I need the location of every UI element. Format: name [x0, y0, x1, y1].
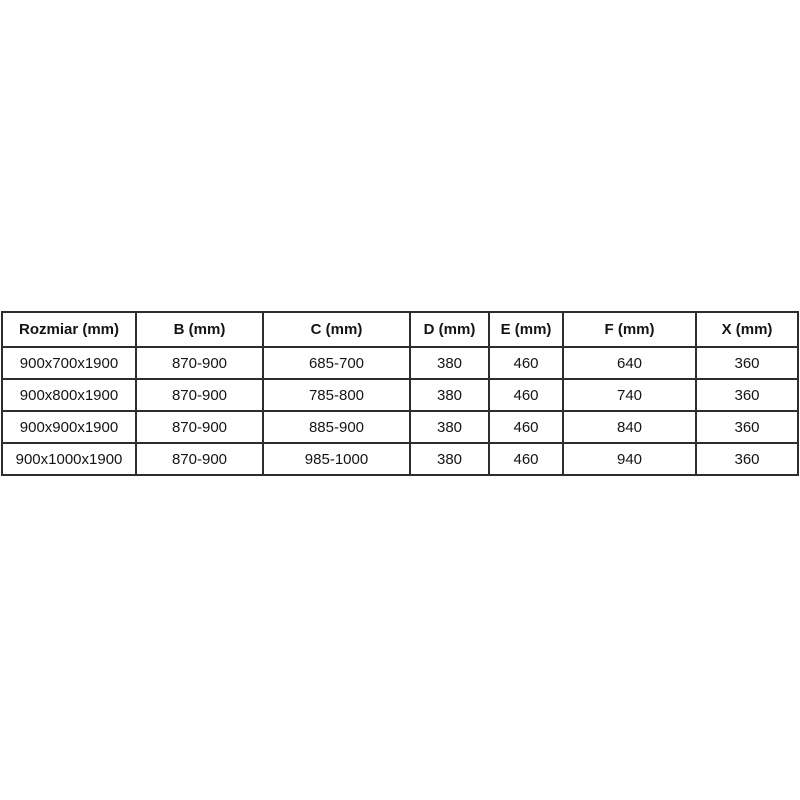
table-cell: 900x900x1900 — [1, 410, 137, 444]
table-cell: 460 — [488, 378, 564, 412]
table-cell: 900x700x1900 — [1, 346, 137, 380]
table-row: 900x800x1900 870-900 785-800 380 460 740… — [1, 378, 799, 412]
table-cell: 885-900 — [262, 410, 411, 444]
table-cell: 380 — [409, 378, 490, 412]
table-cell: 840 — [562, 410, 697, 444]
table-row: 900x700x1900 870-900 685-700 380 460 640… — [1, 346, 799, 380]
column-header-x: X (mm) — [695, 311, 799, 348]
table-cell: 985-1000 — [262, 442, 411, 476]
table-cell: 870-900 — [135, 346, 264, 380]
header-row: Rozmiar (mm) B (mm) C (mm) D (mm) E (mm)… — [1, 311, 799, 348]
table-cell: 785-800 — [262, 378, 411, 412]
table-cell: 360 — [695, 378, 799, 412]
table-cell: 380 — [409, 346, 490, 380]
column-header-c: C (mm) — [262, 311, 411, 348]
column-header-f: F (mm) — [562, 311, 697, 348]
table-cell: 380 — [409, 410, 490, 444]
table-cell: 460 — [488, 442, 564, 476]
table-cell: 380 — [409, 442, 490, 476]
column-header-d: D (mm) — [409, 311, 490, 348]
table-cell: 940 — [562, 442, 697, 476]
table-cell: 870-900 — [135, 410, 264, 444]
table-cell: 640 — [562, 346, 697, 380]
table-cell: 360 — [695, 442, 799, 476]
table-cell: 900x800x1900 — [1, 378, 137, 412]
table-row: 900x1000x1900 870-900 985-1000 380 460 9… — [1, 442, 799, 476]
table-cell: 870-900 — [135, 378, 264, 412]
dimensions-table: Rozmiar (mm) B (mm) C (mm) D (mm) E (mm)… — [1, 311, 799, 476]
table-cell: 870-900 — [135, 442, 264, 476]
table-cell: 900x1000x1900 — [1, 442, 137, 476]
column-header-rozmiar: Rozmiar (mm) — [1, 311, 137, 348]
table-row: 900x900x1900 870-900 885-900 380 460 840… — [1, 410, 799, 444]
column-header-e: E (mm) — [488, 311, 564, 348]
table-cell: 360 — [695, 346, 799, 380]
column-header-b: B (mm) — [135, 311, 264, 348]
table-cell: 460 — [488, 410, 564, 444]
table-cell: 360 — [695, 410, 799, 444]
table-cell: 740 — [562, 378, 697, 412]
table-cell: 685-700 — [262, 346, 411, 380]
table-cell: 460 — [488, 346, 564, 380]
